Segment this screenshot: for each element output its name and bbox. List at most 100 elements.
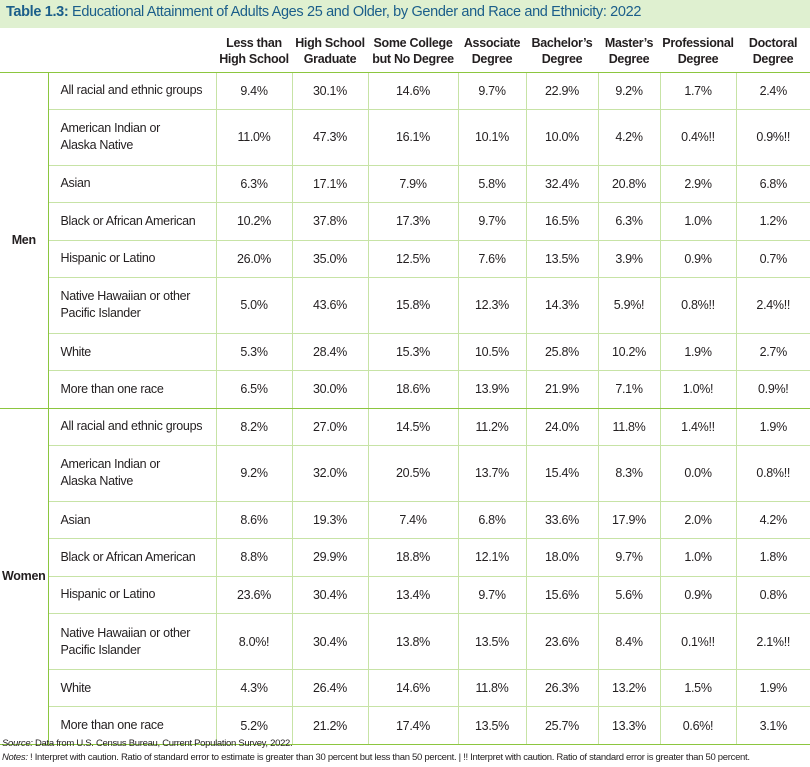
gender-label: Men [0,72,49,409]
value-cell: 19.3% [291,501,368,540]
value-cell: 10.0% [525,109,598,166]
race-label: Native Hawaiian or other Pacific Islander [48,613,216,670]
value-cell: 1.8% [735,538,810,577]
value-cell: 7.4% [367,501,458,540]
column-header: Associate Degree [458,31,526,73]
value-cell: 33.6% [525,501,598,540]
value-cell: 1.4%!! [659,408,736,447]
column-header: Some College but No Degree [368,31,458,73]
value-cell: 13.8% [367,613,458,670]
column-header: High School Graduate [292,31,368,73]
value-cell: 9.4% [215,72,292,110]
column-header: Doctoral Degree [736,31,810,73]
value-cell: 21.9% [525,370,598,409]
table-row: Men All racial and ethnic groups 9.4% 30.1%… [0,72,810,409]
footnote: Notes: ! Interpret with caution. Ratio o… [2,752,750,763]
value-cell: 13.7% [457,445,526,502]
value-cell: 17.9% [597,501,660,540]
value-cell: 13.2% [597,669,660,708]
value-cell: 5.9%! [597,277,660,334]
table-row: Native Hawaiian or other Pacific Islander… [0,613,810,670]
value-cell: 15.6% [525,576,598,615]
value-cell: 2.1%!! [735,613,810,670]
value-cell: 9.7% [457,202,526,241]
value-cell: 23.6% [215,576,292,615]
race-label: More than one race [48,370,216,409]
value-cell: 0.0% [659,445,736,502]
value-cell: 6.3% [215,165,292,204]
value-cell: 11.2% [457,408,526,447]
table-body: Men All racial and ethnic groups 9.4% 30.1%… [0,72,810,745]
value-cell: 29.9% [291,538,368,577]
value-cell: 11.8% [597,408,660,447]
value-cell: 17.3% [367,202,458,241]
value-cell: 30.1% [291,72,368,110]
value-cell: 10.1% [457,109,526,166]
column-header: Bachelor’s Degree [526,31,598,73]
value-cell: 0.9%! [735,370,810,409]
value-cell: 26.3% [525,669,598,708]
value-cell: 12.1% [457,538,526,577]
table-row: More than one race 6.5% 30.0% 18.6% 13.9% 21.… [0,370,810,409]
table-row: American Indian or Alaska Native 11.0% 47.3… [0,109,810,166]
value-cell: 2.7% [735,333,810,372]
value-cell: 37.8% [291,202,368,241]
value-cell: 0.8%!! [735,445,810,502]
value-cell: 20.8% [597,165,660,204]
race-label: Black or African American [48,538,216,577]
value-cell: 8.4% [597,613,660,670]
value-cell: 8.3% [597,445,660,502]
table-row: Women All racial and ethnic groups 8.2% 27.… [0,408,810,745]
table-row: Black or African American 10.2% 37.8% 17.3%… [0,202,810,241]
value-cell: 16.5% [525,202,598,241]
table-row: More than one race 5.2% 21.2% 17.4% 13.5% 25.… [0,706,810,745]
gender-label: Women [0,408,49,745]
value-cell: 17.4% [367,706,458,745]
value-cell: 14.5% [367,408,458,447]
source-note: Source: Data from U.S. Census Bureau, Cu… [2,738,293,749]
attainment-table: Less than High School High School Graduate… [0,31,810,745]
value-cell: 30.4% [291,613,368,670]
value-cell: 4.2% [597,109,660,166]
value-cell: 9.7% [597,538,660,577]
value-cell: 26.4% [291,669,368,708]
table-notes: Source: Data from U.S. Census Bureau, Cu… [2,737,808,765]
value-cell: 1.9% [735,408,810,447]
value-cell: 35.0% [291,240,368,278]
value-cell: 9.2% [215,445,292,502]
value-cell: 24.0% [525,408,598,447]
value-cell: 17.1% [291,165,368,204]
value-cell: 14.3% [525,277,598,334]
race-label: Asian [48,501,216,540]
value-cell: 1.0%! [659,370,736,409]
value-cell: 43.6% [291,277,368,334]
value-cell: 13.9% [457,370,526,409]
race-label: All racial and ethnic groups [48,72,216,110]
value-cell: 0.1%!! [659,613,736,670]
value-cell: 23.6% [525,613,598,670]
value-cell: 1.7% [659,72,736,110]
header-blank-race [48,31,216,73]
value-cell: 18.6% [367,370,458,409]
value-cell: 5.3% [215,333,292,372]
value-cell: 2.4%!! [735,277,810,334]
value-cell: 3.1% [735,706,810,745]
value-cell: 25.8% [525,333,598,372]
value-cell: 0.9%!! [735,109,810,166]
table-row: American Indian or Alaska Native 9.2% 32.0%… [0,445,810,502]
table-row: Native Hawaiian or other Pacific Islander… [0,277,810,334]
value-cell: 1.0% [659,202,736,241]
race-label: White [48,333,216,372]
column-header: Professional Degree [660,31,736,73]
header-row: Less than High School High School Graduate… [0,31,810,73]
value-cell: 16.1% [367,109,458,166]
race-label: Hispanic or Latino [48,576,216,615]
value-cell: 7.9% [367,165,458,204]
value-cell: 13.3% [597,706,660,745]
value-cell: 8.2% [215,408,292,447]
value-cell: 14.6% [367,669,458,708]
value-cell: 15.4% [525,445,598,502]
race-label: All racial and ethnic groups [48,408,216,447]
value-cell: 1.2% [735,202,810,241]
value-cell: 14.6% [367,72,458,110]
